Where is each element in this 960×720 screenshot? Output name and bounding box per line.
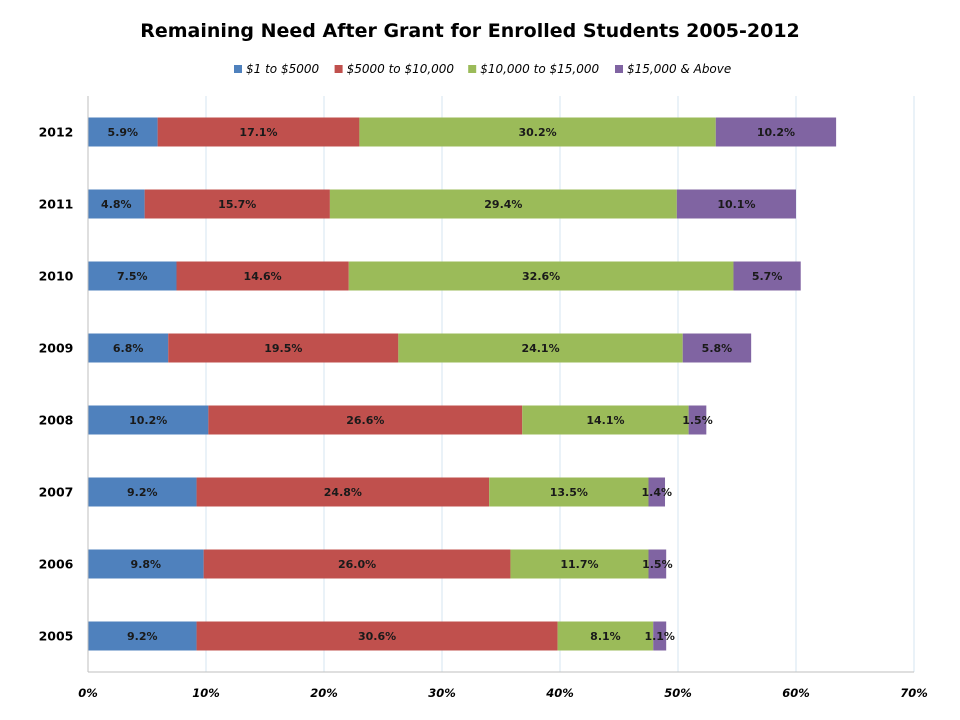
bar-2010-1-to-5000 — [88, 261, 177, 291]
bar-2008-1-to-5000 — [88, 405, 209, 435]
data-label-2007-10-000-to-15-000: 13.5% — [550, 486, 588, 499]
category-label-2009: 2009 — [39, 341, 74, 356]
gridlines — [87, 96, 915, 672]
x-tick-label-20: 20% — [310, 686, 338, 700]
category-label-2007: 2007 — [39, 485, 74, 500]
x-tick-label-10: 10% — [192, 686, 220, 700]
plot-area: 5.9% 17.1% 30.2% 10.2% 4.8% 15.7% 29.4% 10.1% 7.… — [88, 117, 837, 651]
data-label-2012-15-000-above: 10.2% — [757, 126, 795, 139]
legend-swatch-1-to-5000 — [234, 65, 242, 73]
data-label-2008-1-to-5000: 10.2% — [129, 414, 167, 427]
data-label-2008-5000-to-10-000: 26.6% — [346, 414, 384, 427]
bar-2005-10-000-to-15-000 — [557, 621, 654, 651]
chart-title: Remaining Need After Grant for Enrolled … — [140, 20, 800, 42]
bar-2010-15-000-above — [733, 261, 801, 291]
data-label-2012-10-000-to-15-000: 30.2% — [518, 126, 556, 139]
bar-2008-15-000-above — [688, 405, 707, 435]
x-tick-label-50: 50% — [664, 686, 692, 700]
bar-2006-15-000-above — [648, 549, 667, 579]
legend-item-10-000-to-15-000: $10,000 to $15,000 — [468, 62, 599, 76]
bar-2011-15-000-above — [676, 189, 796, 219]
bar-2006-1-to-5000 — [88, 549, 204, 579]
legend-label-5000-to-10-000: $5000 to $10,000 — [347, 62, 455, 76]
legend-label-10-000-to-15-000: $10,000 to $15,000 — [480, 62, 599, 76]
data-label-2011-5000-to-10-000: 15.7% — [218, 198, 256, 211]
bar-2009-1-to-5000 — [88, 333, 169, 363]
data-label-2005-10-000-to-15-000: 8.1% — [590, 630, 621, 643]
data-label-2008-10-000-to-15-000: 14.1% — [586, 414, 624, 427]
bar-2008-5000-to-10-000 — [208, 405, 523, 435]
bar-2011-10-000-to-15-000 — [329, 189, 677, 219]
category-label-2010: 2010 — [39, 269, 74, 284]
data-label-2011-1-to-5000: 4.8% — [101, 198, 132, 211]
bar-2007-10-000-to-15-000 — [489, 477, 649, 507]
legend: $1 to $5000 $5000 to $10,000 $10,000 to $1… — [234, 62, 731, 76]
bar-2009-10-000-to-15-000 — [398, 333, 683, 363]
data-label-2006-10-000-to-15-000: 11.7% — [560, 558, 598, 571]
legend-swatch-15-000-above — [615, 65, 623, 73]
data-label-2006-5000-to-10-000: 26.0% — [338, 558, 376, 571]
bar-2007-1-to-5000 — [88, 477, 197, 507]
x-tick-label-0: 0% — [78, 686, 98, 700]
x-tick-label-60: 60% — [782, 686, 810, 700]
legend-label-15-000-above: $15,000 & Above — [627, 62, 731, 76]
data-label-2009-1-to-5000: 6.8% — [113, 342, 144, 355]
data-label-2005-15-000-above: 1.1% — [644, 630, 675, 643]
data-label-2012-5000-to-10-000: 17.1% — [239, 126, 277, 139]
bar-2006-10-000-to-15-000 — [510, 549, 649, 579]
data-label-2006-15-000-above: 1.5% — [642, 558, 673, 571]
bar-2010-10-000-to-15-000 — [348, 261, 734, 291]
category-label-2011: 2011 — [39, 197, 74, 212]
x-axis: 0% 10% 20% 30% 40% 50% 60% 70% — [78, 671, 928, 700]
bar-2012-15-000-above — [715, 117, 837, 147]
y-axis: 2012 2011 2010 2009 2008 2007 2006 2005 — [39, 96, 89, 672]
data-label-2010-1-to-5000: 7.5% — [117, 270, 148, 283]
category-label-2012: 2012 — [39, 125, 74, 140]
bar-2012-5000-to-10-000 — [157, 117, 360, 147]
data-label-2007-1-to-5000: 9.2% — [127, 486, 158, 499]
data-label-2009-5000-to-10-000: 19.5% — [264, 342, 302, 355]
x-tick-label-30: 30% — [428, 686, 456, 700]
category-label-2006: 2006 — [39, 557, 74, 572]
legend-item-1-to-5000: $1 to $5000 — [234, 62, 319, 76]
x-tick-label-70: 70% — [900, 686, 928, 700]
category-label-2008: 2008 — [39, 413, 74, 428]
category-label-2005: 2005 — [39, 629, 74, 644]
data-label-2009-10-000-to-15-000: 24.1% — [521, 342, 559, 355]
bar-2007-15-000-above — [648, 477, 666, 507]
bar-2005-15-000-above — [653, 621, 667, 651]
legend-swatch-10-000-to-15-000 — [468, 65, 477, 73]
bar-2011-5000-to-10-000 — [144, 189, 330, 219]
data-label-2010-15-000-above: 5.7% — [752, 270, 783, 283]
bar-2007-5000-to-10-000 — [196, 477, 490, 507]
bar-2010-5000-to-10-000 — [176, 261, 349, 291]
legend-swatch-5000-to-10-000 — [334, 65, 343, 73]
data-label-2012-1-to-5000: 5.9% — [108, 126, 139, 139]
bar-2005-5000-to-10-000 — [196, 621, 558, 651]
bar-2009-5000-to-10-000 — [168, 333, 399, 363]
bar-2012-10-000-to-15-000 — [359, 117, 716, 147]
data-label-2010-10-000-to-15-000: 32.6% — [522, 270, 560, 283]
bar-2005-1-to-5000 — [88, 621, 197, 651]
bar-2009-15-000-above — [682, 333, 752, 363]
bar-2006-5000-to-10-000 — [203, 549, 511, 579]
data-label-2010-5000-to-10-000: 14.6% — [244, 270, 282, 283]
bar-2008-10-000-to-15-000 — [522, 405, 689, 435]
data-label-2007-15-000-above: 1.4% — [642, 486, 673, 499]
legend-label-1-to-5000: $1 to $5000 — [246, 62, 319, 76]
data-label-2005-5000-to-10-000: 30.6% — [358, 630, 396, 643]
legend-item-5000-to-10-000: $5000 to $10,000 — [334, 62, 455, 76]
data-label-2011-15-000-above: 10.1% — [717, 198, 755, 211]
data-label-2009-15-000-above: 5.8% — [702, 342, 733, 355]
data-label-2011-10-000-to-15-000: 29.4% — [484, 198, 522, 211]
data-label-2005-1-to-5000: 9.2% — [127, 630, 158, 643]
data-label-2006-1-to-5000: 9.8% — [131, 558, 162, 571]
bar-2011-1-to-5000 — [88, 189, 145, 219]
data-label-2008-15-000-above: 1.5% — [682, 414, 713, 427]
data-label-2007-5000-to-10-000: 24.8% — [324, 486, 362, 499]
legend-item-15-000-above: $15,000 & Above — [615, 62, 731, 76]
x-tick-label-40: 40% — [545, 686, 574, 700]
bar-2012-1-to-5000 — [88, 117, 158, 147]
